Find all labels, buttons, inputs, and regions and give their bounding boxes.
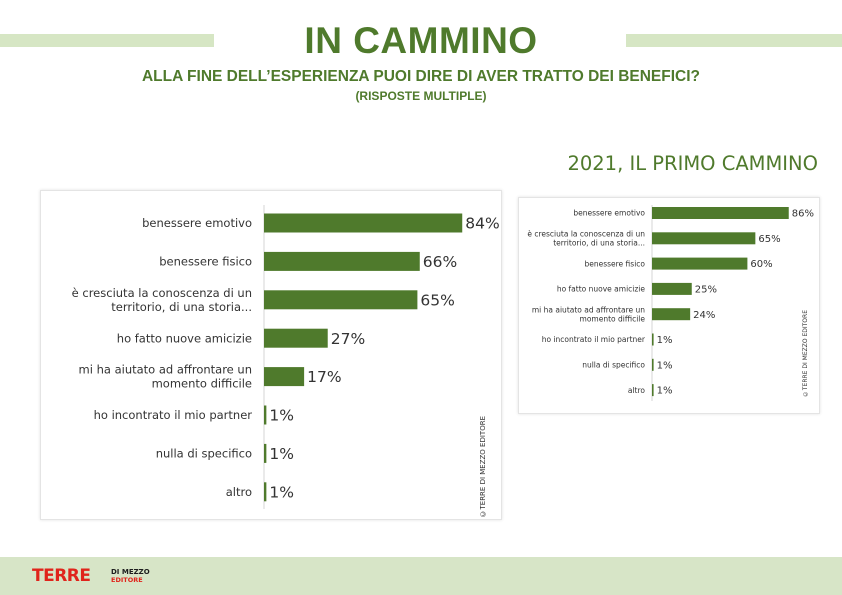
bar (652, 257, 748, 270)
bar (652, 333, 654, 346)
chart-2021-panel: 86% benessere emotivo 65% è cresciuta la co… (518, 197, 820, 414)
category-label: momento difficile (152, 377, 252, 391)
data-label: 24% (693, 310, 715, 321)
category-label: ho incontrato il mio partner (542, 335, 646, 344)
chart-2021: 86% benessere emotivo 65% è cresciuta la co… (527, 205, 814, 401)
category-label: benessere fisico (584, 259, 645, 268)
bar (652, 282, 692, 295)
bar (652, 358, 654, 371)
page-note: (RISPOSTE MULTIPLE) (355, 89, 487, 103)
data-label: 65% (420, 291, 454, 309)
category-label: nulla di specifico (156, 447, 252, 461)
bar (264, 367, 305, 387)
data-label: 25% (695, 285, 717, 296)
category-label: nulla di specifico (582, 361, 645, 370)
data-label: 17% (307, 368, 341, 386)
bar (652, 207, 789, 219)
chart-current-panel: 84% benessere emotivo 66% benessere fisico 6… (40, 190, 502, 520)
bar (652, 232, 756, 245)
data-label: 86% (792, 209, 814, 220)
category-label: è cresciuta la conoscenza di un (72, 286, 252, 300)
page-subtitle: ALLA FINE DELL’ESPERIENZA PUOI DIRE DI A… (141, 68, 701, 85)
category-label: ho fatto nuove amicizie (117, 331, 252, 345)
category-label: ho incontrato il mio partner (94, 408, 253, 422)
category-label: altro (628, 386, 646, 395)
data-label: 60% (750, 259, 772, 270)
category-label: mi ha aiutato ad affrontare un (532, 305, 645, 314)
data-label: 84% (465, 215, 499, 233)
data-label: 65% (758, 234, 780, 245)
category-label: è cresciuta la conoscenza di un (527, 230, 645, 239)
bar (264, 443, 267, 463)
category-label: benessere fisico (159, 255, 252, 269)
bar (264, 290, 418, 310)
data-label: 1% (269, 407, 294, 425)
bar (652, 308, 691, 321)
bar (652, 384, 654, 397)
chart-current: 84% benessere emotivo 66% benessere fisico 6… (72, 205, 500, 509)
category-label: mi ha aiutato ad affrontare un (79, 363, 252, 377)
bar (264, 328, 328, 348)
chart-current-credit: ©TERRE DI MEZZO EDITORE (479, 416, 487, 518)
decorative-band-right (626, 34, 842, 47)
category-label: benessere emotivo (142, 216, 252, 230)
bar (264, 405, 267, 425)
page-title: IN CAMMINO (304, 20, 538, 61)
category-label: altro (226, 485, 252, 499)
data-label: 1% (657, 360, 673, 371)
data-label: 1% (657, 335, 673, 346)
logo-subtext-editore: EDITORE (111, 576, 143, 584)
chart-2021-credit: ©TERRE DI MEZZO EDITORE (802, 310, 809, 398)
category-label: ho fatto nuove amicizie (557, 285, 646, 294)
logo-subtext: DI MEZZO (111, 568, 150, 576)
category-label: territorio, di una storia... (111, 300, 252, 314)
category-label: benessere emotivo (573, 209, 645, 218)
data-label: 1% (657, 386, 673, 397)
bar (264, 482, 267, 502)
bar (264, 251, 420, 271)
data-label: 27% (331, 330, 365, 348)
category-label: momento difficile (580, 314, 646, 323)
category-label: territorio, di una storia... (553, 239, 645, 248)
data-label: 66% (423, 253, 457, 271)
data-label: 1% (269, 445, 294, 463)
logo-wordmark: TERRE (32, 566, 91, 586)
data-label: 1% (269, 483, 294, 501)
chart-2021-title: 2021, IL PRIMO CAMMINO (567, 152, 818, 175)
decorative-band-left (0, 34, 214, 47)
bar (264, 213, 463, 233)
footer: TERRE DI MEZZO EDITORE (0, 557, 842, 595)
